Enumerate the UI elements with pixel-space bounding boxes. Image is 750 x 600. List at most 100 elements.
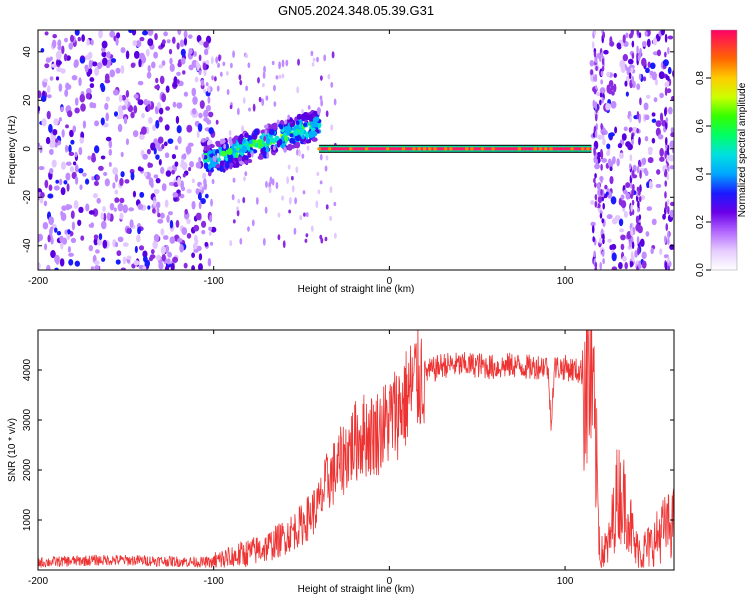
heatmap-cell [114, 197, 120, 203]
heatmap-cell [179, 244, 184, 253]
heatmap-cell [602, 202, 605, 210]
heatmap-cell [669, 165, 674, 170]
heatmap-cell [631, 40, 635, 48]
heatmap-cell [268, 186, 272, 194]
heatmap-cell [158, 64, 164, 69]
heatmap-cell [609, 166, 613, 172]
heatmap-cell [322, 147, 327, 151]
heatmap-cell [92, 61, 98, 67]
heatmap-cell [215, 164, 221, 169]
heatmap-cell [125, 90, 130, 98]
heatmap-cell [200, 138, 206, 143]
heatmap-cell [198, 54, 202, 62]
heatmap-cell [666, 148, 669, 155]
heatmap-cell [669, 140, 674, 149]
heatmap-cell [264, 206, 268, 214]
heatmap-cell [643, 167, 648, 175]
heatmap-cell [94, 260, 100, 265]
heatmap-cell [241, 125, 244, 133]
heatmap-cell [224, 143, 230, 151]
heatmap-cell [116, 250, 122, 257]
heatmap-cell [130, 111, 135, 119]
heatmap-cell [175, 115, 180, 125]
heatmap-cell [636, 127, 639, 134]
heatmap-cell [277, 234, 281, 241]
heatmap-cell [104, 102, 109, 111]
heatmap-cell [324, 236, 328, 242]
spectrogram-x-axis-title: Height of straight line (km) [298, 284, 415, 295]
heatmap-cell [172, 191, 179, 198]
heatmap-cell [293, 129, 300, 136]
heatmap-cell [277, 212, 281, 218]
heatmap-cell [182, 153, 187, 160]
heatmap-cell [593, 30, 597, 36]
heatmap-cell [586, 147, 590, 151]
heatmap-cell [641, 260, 647, 269]
heatmap-cell [74, 107, 80, 114]
heatmap-cell [163, 235, 169, 240]
heatmap-cell [642, 76, 647, 82]
heatmap-cell [174, 145, 179, 151]
heatmap-cell [207, 258, 212, 267]
heatmap-cell [319, 154, 323, 161]
heatmap-marks [38, 30, 674, 270]
heatmap-cell [196, 245, 202, 252]
heatmap-cell [620, 200, 627, 209]
heatmap-cell [609, 244, 614, 250]
heatmap-cell [153, 174, 159, 179]
heatmap-cell [139, 191, 145, 198]
heatmap-cell [50, 250, 56, 259]
heatmap-cell [620, 194, 625, 200]
heatmap-cell [611, 90, 615, 96]
heatmap-cell [206, 59, 209, 65]
spectrogram-y-ticks: -40 -20 0 20 40 [22, 46, 674, 253]
heatmap-cell [625, 91, 629, 97]
heatmap-cell [169, 236, 176, 244]
heatmap-cell [100, 220, 107, 230]
heatmap-cell [137, 80, 144, 86]
heatmap-cell [622, 34, 626, 44]
heatmap-cell [133, 50, 140, 59]
heatmap-cell [102, 239, 108, 249]
heatmap-cell [88, 59, 93, 69]
heatmap-cell [624, 261, 628, 270]
heatmap-cell [189, 161, 195, 168]
heatmap-cell [49, 226, 54, 231]
heatmap-cell [45, 57, 51, 63]
heatmap-cell [635, 215, 639, 224]
heatmap-cell [658, 71, 665, 80]
heatmap-cell [119, 197, 125, 204]
heatmap-cell [88, 68, 93, 75]
heatmap-cell [118, 94, 123, 103]
heatmap-cell [620, 234, 626, 241]
heatmap-cell [628, 127, 632, 133]
spectrogram-y-tick-label: -40 [22, 238, 33, 253]
heatmap-cell [248, 107, 251, 112]
heatmap-cell [618, 228, 625, 233]
heatmap-cell [625, 32, 629, 39]
heatmap-cell [42, 78, 48, 83]
heatmap-cell [631, 75, 635, 85]
heatmap-cell [113, 207, 117, 212]
heatmap-cell [171, 170, 176, 175]
heatmap-cell [601, 58, 605, 66]
heatmap-cell [69, 166, 75, 173]
heatmap-cell [183, 30, 188, 39]
heatmap-cell [213, 156, 217, 163]
heatmap-cell [331, 51, 335, 59]
heatmap-cell [647, 61, 651, 68]
heatmap-cell [60, 241, 64, 250]
heatmap-cell [183, 91, 189, 97]
heatmap-cell [157, 218, 164, 224]
heatmap-cell [78, 77, 82, 86]
heatmap-cell [594, 172, 597, 179]
heatmap-cell [663, 107, 667, 117]
heatmap-cell [602, 233, 605, 241]
heatmap-cell [268, 124, 275, 130]
heatmap-cell [616, 158, 620, 167]
heatmap-cell [667, 66, 672, 75]
heatmap-cell [68, 144, 72, 153]
heatmap-cell [146, 71, 152, 79]
heatmap-cell [208, 127, 214, 135]
heatmap-cell [284, 126, 289, 133]
